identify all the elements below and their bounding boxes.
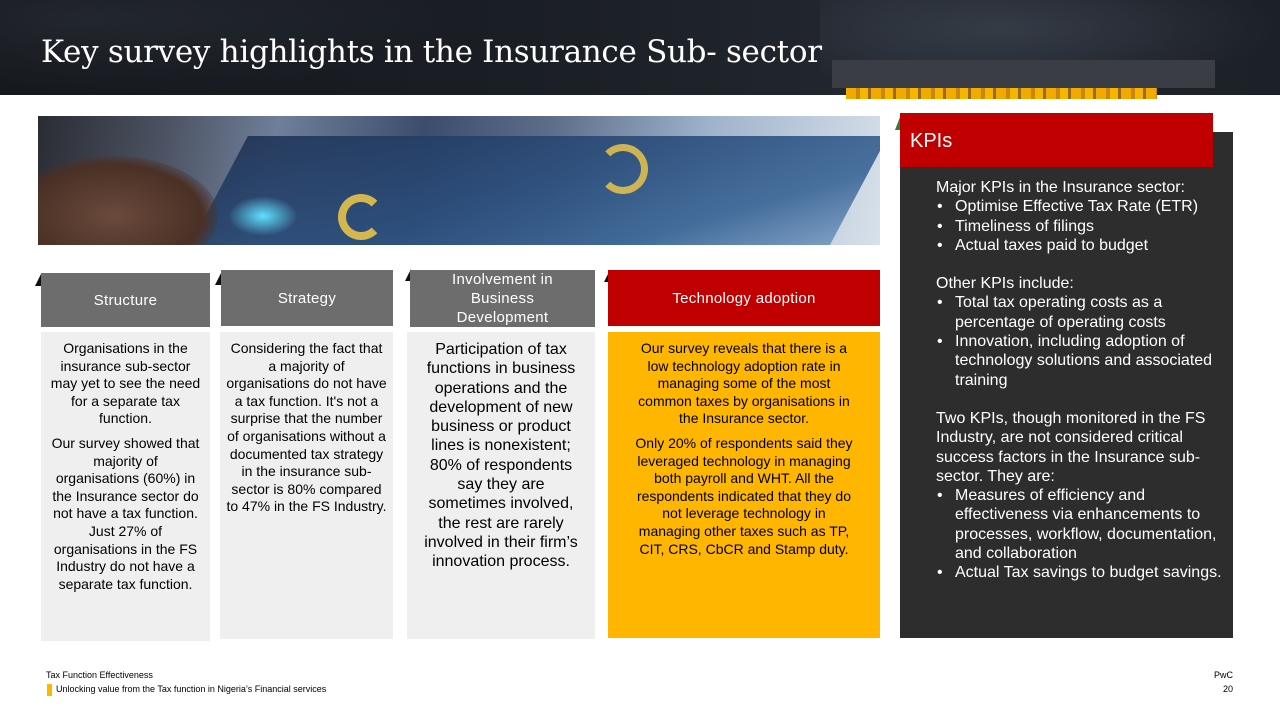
technology-header-label: Technology adoption [672, 289, 816, 307]
footer-yellow-marker [47, 684, 52, 696]
technology-paragraph: Only 20% of respondents said they levera… [635, 434, 853, 557]
structure-paragraph: Organisations in the insurance sub-secto… [50, 340, 201, 427]
structure-paragraph: Our survey showed that majority of organ… [51, 434, 200, 592]
kpi-list-item: Measures of efficiency and effectiveness… [936, 486, 1226, 563]
kpi-title: KPIs [900, 113, 1213, 167]
involvement-header: Involvement in Business Development [410, 270, 595, 327]
header-banner: Key survey highlights in the Insurance S… [0, 0, 1280, 95]
technology-paragraph: Our survey reveals that there is a low t… [638, 340, 850, 427]
tab-corner-mark [215, 273, 221, 285]
structure-header: Structure [41, 273, 210, 327]
involvement-body: Participation of tax functions in busine… [407, 332, 595, 639]
structure-body: Organisations in the insurance sub-secto… [41, 332, 210, 641]
header-decor-bar [832, 60, 1215, 88]
kpi-list-item: Innovation, including adoption of techno… [936, 332, 1226, 390]
technology-header: Technology adoption [608, 270, 880, 326]
hero-image-tablet [38, 116, 880, 245]
kpi-accent-mark [895, 117, 900, 130]
strategy-paragraph: Considering the fact that a majority of … [226, 340, 387, 515]
involvement-paragraph: Participation of tax functions in busine… [424, 341, 578, 571]
strategy-header: Strategy [221, 270, 393, 326]
page-number: 20 [1222, 684, 1233, 694]
structure-header-label: Structure [93, 291, 158, 309]
kpi-major-list: Optimise Effective Tax Rate (ETR) Timeli… [936, 197, 1226, 255]
strategy-header-label: Strategy [277, 289, 337, 307]
footer-report-name: Unlocking value from the Tax function in… [56, 684, 327, 694]
kpi-list-item: Timeliness of filings [936, 217, 1226, 237]
kpi-list-item: Actual taxes paid to budget [936, 236, 1226, 256]
kpi-list-item: Actual Tax savings to budget savings. [936, 563, 1226, 583]
kpi-two-section: Two KPIs, though monitored in the FS Ind… [936, 409, 1226, 583]
technology-body: Our survey reveals that there is a low t… [608, 332, 880, 638]
header-decor-pattern [846, 88, 1157, 99]
kpi-major-intro: Major KPIs in the Insurance sector: [936, 179, 1185, 196]
kpi-content: Major KPIs in the Insurance sector: Opti… [936, 178, 1226, 602]
page-title: Key survey highlights in the Insurance S… [41, 34, 822, 70]
kpi-two-intro: Two KPIs, though monitored in the FS Ind… [936, 409, 1206, 485]
chart-ring-shape [338, 194, 384, 240]
involvement-header-label: Involvement in Business Development [452, 271, 553, 326]
kpi-two-list: Measures of efficiency and effectiveness… [936, 486, 1226, 583]
kpi-list-item: Total tax operating costs as a percentag… [936, 293, 1226, 332]
footer-brand: PwC [1213, 670, 1233, 680]
hand-shape [38, 156, 218, 245]
header-glow-left [0, 0, 460, 95]
tab-corner-mark [35, 274, 41, 286]
kpi-other-intro: Other KPIs include: [936, 275, 1074, 293]
chart-ring-shape [598, 144, 648, 194]
kpi-other-section: Other KPIs include: Total tax operating … [936, 274, 1226, 390]
kpi-major-section: Major KPIs in the Insurance sector: Opti… [936, 178, 1226, 255]
tab-corner-mark [405, 269, 411, 281]
kpi-list-item: Optimise Effective Tax Rate (ETR) [936, 197, 1226, 217]
kpi-other-list: Total tax operating costs as a percentag… [936, 293, 1226, 389]
strategy-body: Considering the fact that a majority of … [220, 332, 393, 639]
tab-corner-mark [604, 270, 610, 282]
screen-glow [228, 196, 298, 236]
footer-section-name: Tax Function Effectiveness [46, 670, 153, 680]
